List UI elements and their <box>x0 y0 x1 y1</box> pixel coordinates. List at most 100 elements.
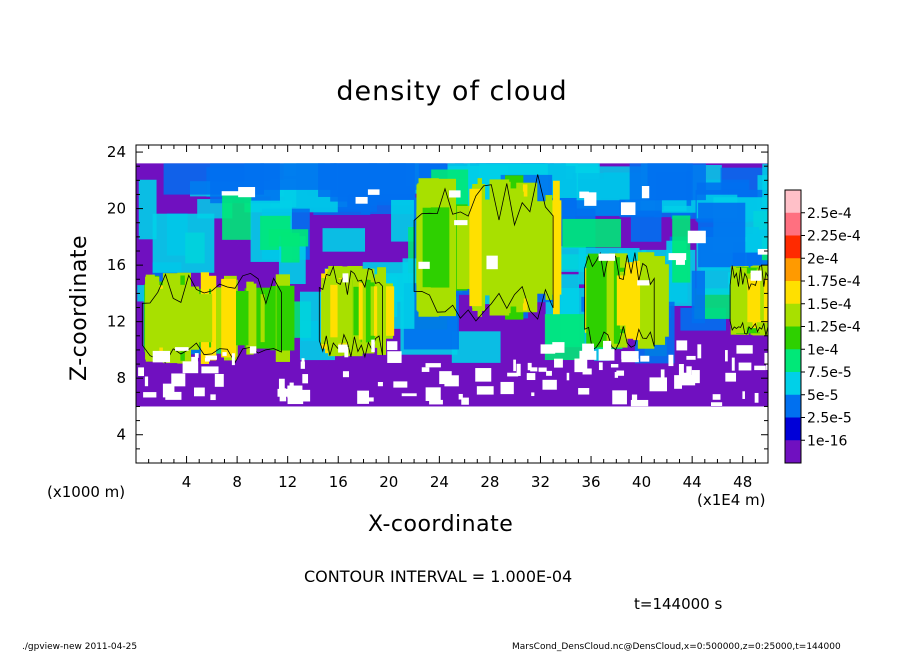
colorbar-cell <box>785 372 801 396</box>
clear-gap <box>757 248 768 255</box>
clear-gap <box>579 191 589 199</box>
x-axis-label: X-coordinate <box>368 512 514 537</box>
clear-gap <box>300 361 305 369</box>
cloud-core-5 <box>747 278 762 323</box>
cloud-core-1 <box>187 286 200 350</box>
clear-gap <box>712 394 721 400</box>
clear-gap <box>279 388 287 402</box>
colorbar-label: 5e-5 <box>807 388 838 404</box>
clear-gap <box>530 367 538 372</box>
clear-gap <box>278 378 285 391</box>
clear-gap <box>249 346 257 354</box>
x-scale-note: (x1000 m) <box>47 483 126 501</box>
clear-gap <box>342 371 349 378</box>
cloud-patch-mid <box>222 192 252 240</box>
clear-gap <box>660 369 665 380</box>
cloud-patch-mid <box>322 228 366 252</box>
cloud-patch-mid <box>138 179 157 240</box>
clear-gap <box>171 373 186 387</box>
x-unit-note: (x1E4 m) <box>697 491 766 509</box>
clear-gap <box>144 376 149 387</box>
clear-gap <box>598 253 616 261</box>
cloud-core-2 <box>358 282 363 340</box>
footer-left: ./gpview-new 2011-04-25 <box>22 642 138 652</box>
x-tick-label: 24 <box>430 473 449 491</box>
clear-gap <box>425 387 441 401</box>
clear-gap <box>621 358 639 363</box>
cloud-core-5 <box>763 278 768 323</box>
clear-gap <box>458 393 463 400</box>
clear-gap <box>401 393 417 397</box>
clear-gap <box>387 341 398 351</box>
clear-gap <box>584 192 597 206</box>
cloud-patch-mid <box>562 218 622 248</box>
clear-gap <box>566 372 570 381</box>
clear-gap <box>194 387 205 397</box>
clear-gap <box>486 255 498 270</box>
cloud-patch-upper <box>260 163 337 190</box>
clear-gap <box>393 381 408 388</box>
clear-gap <box>287 390 304 405</box>
clear-gap <box>579 350 597 360</box>
clear-gap <box>542 379 557 390</box>
cloud-patch-upper <box>762 163 768 207</box>
cloud-core-2 <box>377 267 387 355</box>
cloud-patch-mid <box>691 270 705 324</box>
clear-gap <box>425 363 441 368</box>
clear-gap <box>686 366 692 376</box>
cloud-patch-mid <box>451 331 501 363</box>
clear-gap <box>367 189 380 195</box>
y-tick-label: 4 <box>116 426 126 444</box>
contour-line-3 <box>413 174 554 322</box>
clear-gap <box>338 347 344 353</box>
cloud-core-3 <box>553 180 560 315</box>
clear-gap <box>357 390 369 404</box>
chart-title: density of cloud <box>336 76 568 107</box>
cloud-core-2 <box>339 281 346 341</box>
cloud-core-4 <box>616 275 632 326</box>
clear-gap <box>507 372 519 377</box>
clear-gap <box>766 363 783 370</box>
clear-gap <box>344 347 349 358</box>
clear-gap <box>461 397 469 405</box>
x-tick-label: 16 <box>329 473 348 491</box>
colorbar-label: 2.5e-5 <box>807 411 852 427</box>
clear-gap <box>138 367 145 376</box>
cloud-core-5 <box>736 280 745 321</box>
clear-gap <box>750 270 762 281</box>
clear-gap <box>675 258 685 265</box>
colorbar-label: 1.25e-4 <box>807 320 861 336</box>
clear-gap <box>475 368 492 382</box>
clear-gap <box>454 220 468 226</box>
clear-gap <box>500 381 514 395</box>
x-tick-label: 36 <box>581 473 600 491</box>
cloud-core-1 <box>251 283 257 353</box>
x-tick-label: 20 <box>379 473 398 491</box>
colorbar-label: 2e-4 <box>807 251 839 267</box>
y-tick-label: 8 <box>116 369 126 387</box>
clear-gap <box>175 347 189 351</box>
cloud-core-1 <box>260 294 265 343</box>
clear-gap <box>221 191 241 196</box>
y-axis-label: Z-coordinate <box>67 235 92 381</box>
clear-gap <box>429 399 443 405</box>
clear-gap <box>449 190 461 198</box>
clear-gap <box>578 388 590 395</box>
cloud-core-3 <box>545 195 553 300</box>
clear-gap <box>631 394 638 402</box>
x-tick-label: 4 <box>182 473 192 491</box>
clear-gap <box>614 372 619 378</box>
colorbar-cell <box>785 258 801 282</box>
clear-gap <box>377 381 383 387</box>
clear-gap <box>598 349 615 361</box>
cloud-core-2 <box>361 274 366 349</box>
cloud-patch-upper <box>647 163 706 201</box>
cloud-core-2 <box>344 284 357 339</box>
cloud-core-2 <box>324 278 331 344</box>
footer-right: MarsCond_DensCloud.nc@DensCloud,x=0:5000… <box>512 642 841 652</box>
y-tick-label: 24 <box>107 143 126 161</box>
clear-gap <box>205 355 217 360</box>
clear-gap <box>676 340 688 351</box>
clear-gap <box>531 392 535 397</box>
